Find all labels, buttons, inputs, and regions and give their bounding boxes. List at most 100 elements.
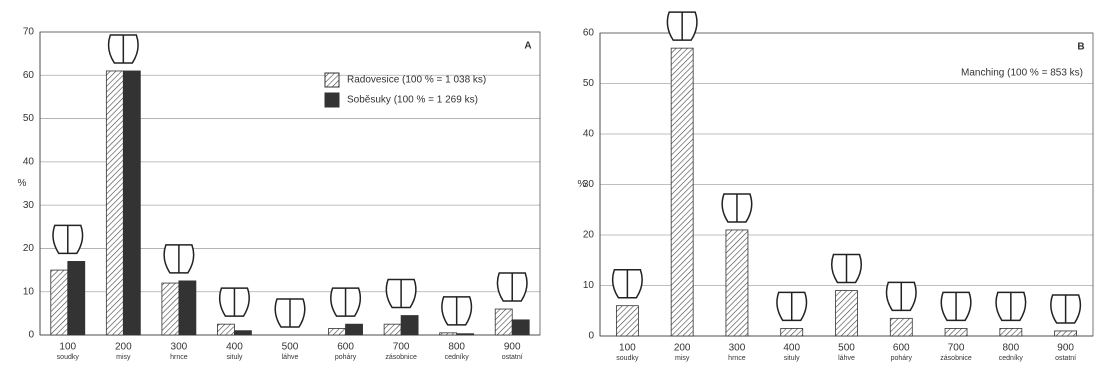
- vessel-sketch: [1050, 294, 1082, 324]
- y-tick-label: 40: [23, 156, 35, 167]
- x-tick-label: 800: [1002, 343, 1019, 354]
- y-axis-label: %: [578, 179, 587, 190]
- x-tick-label: 100: [619, 343, 636, 354]
- y-tick-label: 40: [583, 129, 595, 140]
- bar: [178, 280, 197, 336]
- y-axis-label: %: [18, 178, 27, 189]
- y-tick-label: 60: [583, 28, 595, 39]
- legend-label: Soběsuky (100 % = 1 269 ks): [347, 95, 478, 106]
- vessel-sketch: [163, 244, 195, 274]
- vessel-sketch: [776, 291, 808, 322]
- x-tick-sublabel: hrnce: [728, 355, 746, 362]
- bar: [345, 323, 363, 336]
- x-tick-sublabel: soudky: [616, 355, 639, 362]
- bar: [161, 282, 180, 336]
- x-tick-sublabel: zásobnice: [940, 355, 972, 362]
- x-tick-label: 800: [448, 342, 465, 353]
- x-tick-sublabel: láhve: [282, 354, 299, 361]
- y-tick-label: 10: [583, 280, 595, 291]
- x-tick-sublabel: zásobnice: [385, 354, 417, 361]
- vessel-sketch: [940, 291, 972, 322]
- y-tick-label: 0: [28, 330, 34, 341]
- x-tick-label: 300: [171, 342, 188, 353]
- x-tick-sublabel: situly: [784, 355, 800, 362]
- x-tick-label: 500: [282, 342, 299, 353]
- vessel-sketch: [666, 11, 698, 41]
- plot-frame: [39, 31, 541, 336]
- bar: [670, 47, 694, 337]
- x-tick-sublabel: hrnce: [170, 354, 188, 361]
- x-tick-label: 200: [674, 343, 691, 354]
- x-tick-sublabel: cedníky: [999, 355, 1024, 362]
- vessel-sketch: [218, 287, 250, 317]
- panel-label: B: [1077, 42, 1084, 53]
- x-tick-label: 300: [729, 343, 746, 354]
- panel-label: A: [524, 41, 531, 52]
- x-tick-label: 200: [115, 342, 132, 353]
- bar: [50, 269, 69, 336]
- bar: [511, 319, 530, 336]
- bar: [105, 70, 124, 336]
- vessel-sketch: [441, 296, 473, 326]
- bar: [400, 315, 419, 336]
- bar: [780, 328, 804, 337]
- bar: [835, 290, 858, 337]
- y-tick-label: 60: [23, 70, 35, 81]
- bar: [494, 308, 513, 336]
- bar: [328, 328, 346, 336]
- x-tick-sublabel: ostatní: [502, 354, 523, 361]
- x-tick-label: 100: [59, 342, 76, 353]
- legend-swatch: [324, 92, 340, 108]
- bar: [217, 323, 235, 336]
- vessel-sketch: [885, 281, 917, 312]
- y-tick-label: 70: [23, 27, 35, 38]
- bar: [67, 261, 86, 336]
- bar: [615, 305, 639, 337]
- x-tick-label: 600: [893, 343, 910, 354]
- vessel-sketch: [52, 224, 84, 255]
- y-tick-label: 50: [583, 78, 595, 89]
- y-tick-label: 0: [588, 331, 594, 342]
- vessel-sketch: [330, 287, 362, 317]
- vessel-sketch: [496, 272, 528, 302]
- vessel-sketch: [721, 193, 753, 223]
- x-tick-sublabel: cedníky: [445, 354, 470, 361]
- bar: [439, 332, 458, 336]
- x-tick-label: 500: [838, 343, 855, 354]
- x-tick-label: 400: [783, 343, 800, 354]
- y-tick-label: 30: [583, 179, 595, 190]
- x-tick-sublabel: ostatní: [1055, 355, 1076, 362]
- x-tick-label: 600: [337, 342, 354, 353]
- legend-label: Manching (100 % = 853 ks): [961, 68, 1083, 79]
- x-tick-label: 900: [1057, 343, 1074, 354]
- x-tick-sublabel: soudky: [57, 354, 80, 361]
- x-tick-label: 400: [226, 342, 243, 353]
- x-tick-sublabel: situly: [226, 354, 242, 361]
- vessel-sketch: [274, 298, 306, 328]
- bar: [944, 328, 968, 337]
- vessel-sketch: [385, 278, 417, 309]
- x-tick-sublabel: láhve: [838, 355, 855, 362]
- y-tick-label: 10: [23, 286, 35, 297]
- x-tick-sublabel: poháry: [335, 354, 357, 361]
- y-tick-label: 50: [23, 113, 35, 124]
- y-tick-label: 20: [23, 243, 35, 254]
- x-tick-label: 900: [504, 342, 521, 353]
- legend-label: Radovesice (100 % = 1 038 ks): [347, 75, 486, 86]
- vessel-sketch: [995, 291, 1027, 322]
- vessel-sketch: [830, 253, 863, 284]
- x-tick-label: 700: [948, 343, 965, 354]
- x-tick-sublabel: misy: [675, 355, 690, 362]
- x-tick-sublabel: misy: [116, 354, 131, 361]
- y-tick-label: 20: [583, 230, 595, 241]
- bar: [122, 70, 141, 336]
- bar: [725, 229, 749, 337]
- bar: [383, 323, 402, 336]
- bar: [234, 330, 252, 336]
- legend-swatch: [324, 72, 340, 88]
- bar: [889, 317, 913, 337]
- bar: [999, 328, 1023, 337]
- vessel-sketch: [107, 34, 139, 64]
- bar: [456, 333, 475, 336]
